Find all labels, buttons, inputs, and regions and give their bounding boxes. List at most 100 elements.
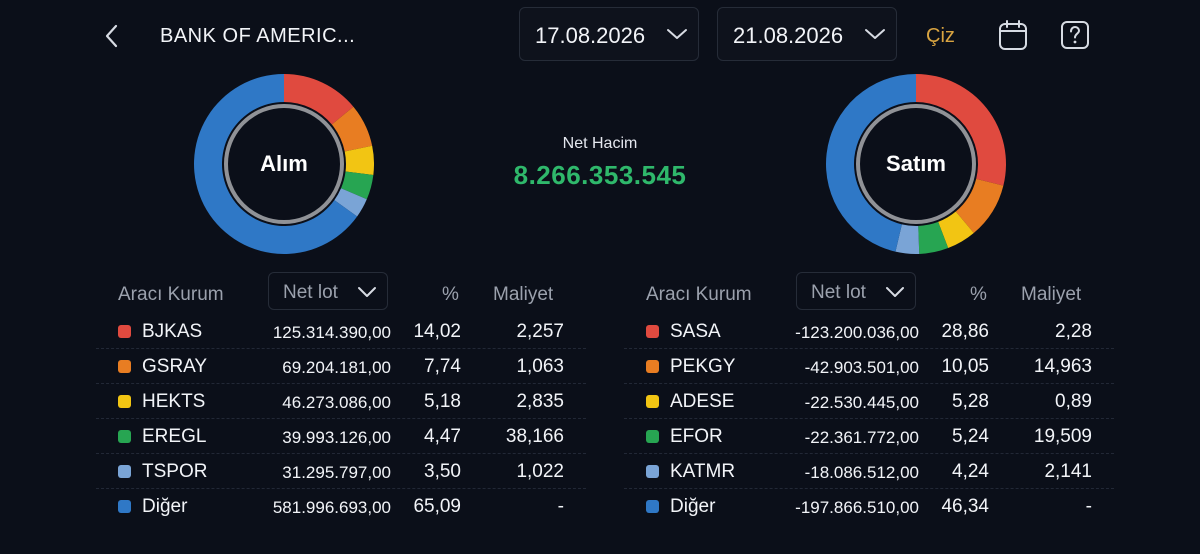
percent-header: % (970, 284, 987, 305)
cost-value: 38,166 (505, 426, 564, 447)
cost-value: 2,28 (1055, 321, 1092, 342)
page-title: BANK OF AMERIC... (160, 25, 356, 47)
net-lot-value: 125.314.390,00 (272, 323, 391, 342)
net-lot-value: 39.993.126,00 (282, 428, 391, 447)
table-row[interactable]: SASA -123.200.036,00 28,86 2,28 (624, 314, 1114, 349)
net-lot-value: -22.530.445,00 (804, 393, 919, 412)
broker-name: Diğer (142, 496, 188, 517)
table-row[interactable]: BJKAS 125.314.390,00 14,02 2,257 (96, 314, 586, 349)
table-row[interactable]: GSRAY 69.204.181,00 7,74 1,063 (96, 349, 586, 384)
chevron-left-icon (105, 24, 118, 48)
broker-name: TSPOR (142, 461, 208, 482)
cost-value: - (1085, 496, 1092, 517)
start-date-select[interactable]: 17.08.2026 (519, 7, 699, 61)
cost-value: 19,509 (1033, 426, 1092, 447)
legend-swatch (118, 395, 131, 408)
percent-value: 65,09 (413, 496, 461, 517)
net-volume-value: 8.266.353.545 (513, 160, 687, 190)
row-divider (624, 453, 1114, 454)
net-lot-value: -123.200.036,00 (795, 323, 919, 342)
table-row[interactable]: KATMR -18.086.512,00 4,24 2,141 (624, 454, 1114, 489)
end-date-select[interactable]: 21.08.2026 (717, 7, 897, 61)
legend-swatch (118, 360, 131, 373)
percent-value: 14,02 (413, 321, 461, 342)
percent-value: 10,05 (941, 356, 989, 377)
net-lot-value: 31.295.797,00 (282, 463, 391, 482)
net-lot-value: 581.996.693,00 (272, 498, 391, 517)
legend-swatch (646, 465, 659, 478)
broker-name: BJKAS (142, 321, 203, 342)
table-row[interactable]: ADESE -22.530.445,00 5,28 0,89 (624, 384, 1114, 419)
percent-value: 5,18 (424, 391, 461, 412)
table-row[interactable]: Diğer -197.866.510,00 46,34 - (624, 489, 1114, 524)
percent-value: 4,47 (424, 426, 461, 447)
chevron-down-icon (358, 287, 376, 297)
donut-slice (916, 74, 1006, 186)
calendar-icon (999, 20, 1027, 50)
cost-header: Maliyet (493, 284, 554, 305)
donut-slice (826, 74, 916, 252)
buy-donut-svg (194, 74, 374, 254)
row-divider (624, 348, 1114, 349)
donut-inner-ring (856, 104, 976, 224)
row-divider (96, 348, 586, 349)
chevron-down-icon (865, 29, 885, 39)
sort-select[interactable]: Net lot (268, 272, 388, 310)
broker-name: HEKTS (142, 391, 206, 412)
donut-slice (194, 74, 358, 254)
net-lot-value: 46.273.086,00 (282, 393, 391, 412)
buy-donut-label: Alım (260, 151, 308, 176)
top-bar: BANK OF AMERIC... 17.08.2026 21.08.2026 … (0, 0, 1200, 72)
table-row[interactable]: PEKGY -42.903.501,00 10,05 14,963 (624, 349, 1114, 384)
back-button[interactable] (100, 22, 124, 50)
broker-header: Aracı Kurum (118, 284, 224, 305)
legend-swatch (646, 325, 659, 338)
donut-slice (331, 106, 373, 152)
draw-button[interactable]: Çiz (926, 25, 955, 47)
donut-slice (918, 221, 949, 254)
net-lot-value: -22.361.772,00 (804, 428, 919, 447)
sell-donut-svg (826, 74, 1006, 254)
donut-slice (955, 178, 1004, 234)
table-row[interactable]: EREGL 39.993.126,00 4,47 38,166 (96, 419, 586, 454)
net-lot-value: -18.086.512,00 (804, 463, 919, 482)
row-divider (624, 383, 1114, 384)
percent-value: 5,24 (952, 426, 989, 447)
help-button[interactable] (1060, 19, 1090, 51)
legend-swatch (118, 500, 131, 513)
buy-table: Aracı Kurum Net lot % Maliyet BJKAS 125.3… (96, 270, 586, 530)
cost-value: 14,963 (1033, 356, 1092, 377)
table-row[interactable]: TSPOR 31.295.797,00 3,50 1,022 (96, 454, 586, 489)
broker-name: ADESE (670, 391, 735, 412)
sell-donut-label: Satım (886, 151, 946, 176)
table-row[interactable]: Diğer 581.996.693,00 65,09 - (96, 489, 586, 524)
cost-value: 1,022 (516, 461, 564, 482)
calendar-button[interactable] (998, 19, 1028, 51)
broker-name: SASA (670, 321, 721, 342)
donut-inner-ring (224, 104, 344, 224)
percent-value: 3,50 (424, 461, 461, 482)
sort-select[interactable]: Net lot (796, 272, 916, 310)
percent-value: 5,28 (952, 391, 989, 412)
table-row[interactable]: HEKTS 46.273.086,00 5,18 2,835 (96, 384, 586, 419)
donut-slice (341, 171, 374, 200)
percent-value: 4,24 (952, 461, 989, 482)
donut-slice (334, 188, 367, 217)
percent-value: 7,74 (424, 356, 461, 377)
cost-value: 1,063 (516, 356, 564, 377)
sort-value: Net lot (811, 282, 866, 303)
net-volume-label: Net Hacim (562, 135, 638, 152)
legend-swatch (118, 430, 131, 443)
table-row[interactable]: EFOR -22.361.772,00 5,24 19,509 (624, 419, 1114, 454)
chevron-down-icon (667, 29, 687, 39)
broker-name: GSRAY (142, 356, 208, 377)
end-date-value: 21.08.2026 (733, 23, 844, 48)
sell-donut-chart: Satım (826, 74, 1006, 254)
donut-slice (284, 74, 354, 125)
percent-value: 28,86 (941, 321, 989, 342)
percent-header: % (442, 284, 459, 305)
row-divider (96, 453, 586, 454)
cost-header: Maliyet (1021, 284, 1082, 305)
row-divider (624, 418, 1114, 419)
net-lot-value: 69.204.181,00 (282, 358, 391, 377)
